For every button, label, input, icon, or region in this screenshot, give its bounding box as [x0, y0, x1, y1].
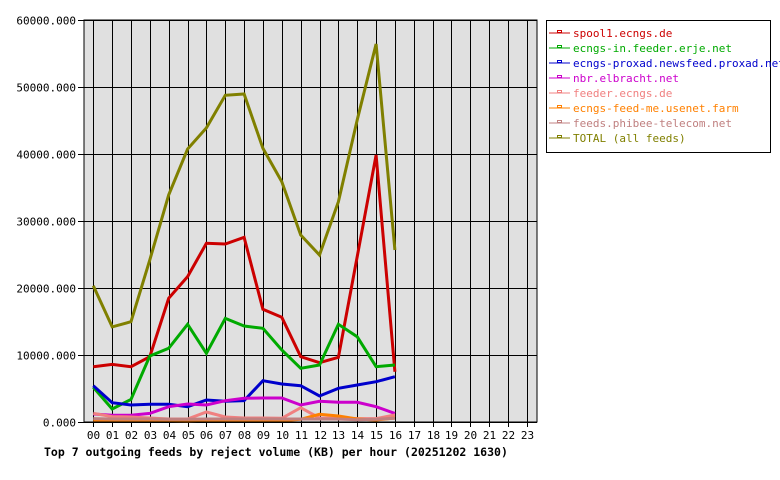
- series-line: [93, 154, 397, 372]
- chart-title: Top 7 outgoing feeds by reject volume (K…: [44, 445, 508, 459]
- legend: spool1.ecngs.de ecngs-in.feeder.erje.net e…: [546, 20, 780, 153]
- y-tick-label: 10000.000: [16, 350, 76, 363]
- x-tick-label: 16: [389, 429, 402, 442]
- legend-box: [546, 20, 771, 153]
- x-tick-label: 07: [219, 429, 232, 442]
- x-tick-label: 19: [445, 429, 458, 442]
- x-tick-label: 10: [276, 429, 289, 442]
- legend-marker-icon: [557, 75, 562, 78]
- x-tick-label: 17: [408, 429, 421, 442]
- x-tick-label: 22: [502, 429, 515, 442]
- legend-label: nbr.elbracht.net: [573, 72, 679, 85]
- x-tick-label: 12: [314, 429, 327, 442]
- y-tick-label: 60000.000: [16, 15, 76, 28]
- legend-label: ecngs-in.feeder.erje.net: [573, 42, 732, 55]
- legend-marker-icon: [557, 105, 562, 108]
- x-axis-ticks: 00 01 02 03 04 05 06 07 08 09 10 11 12 13 14 15 16 17 18 19…: [87, 429, 534, 442]
- x-tick-label: 15: [370, 429, 383, 442]
- x-tick-label: 04: [163, 429, 177, 442]
- x-tick-label: 08: [238, 429, 251, 442]
- series-line: [93, 396, 396, 417]
- x-tick-label: 02: [125, 429, 138, 442]
- x-tick-label: 20: [464, 429, 477, 442]
- x-tick-label: 13: [332, 429, 345, 442]
- x-tick-label: 18: [427, 429, 440, 442]
- legend-marker-icon: [557, 60, 562, 63]
- x-tick-label: 00: [87, 429, 100, 442]
- series-line: [92, 316, 396, 411]
- x-tick-label: 06: [200, 429, 213, 442]
- legend-label: ecngs-proxad.newsfeed.proxad.net: [573, 57, 780, 70]
- legend-label: feeder.ecngs.de: [573, 87, 672, 100]
- x-tick-label: 05: [182, 429, 195, 442]
- legend-marker-icon: [557, 30, 562, 33]
- x-tick-label: 01: [106, 429, 119, 442]
- legend-label: TOTAL (all feeds): [573, 132, 686, 145]
- series-line: [93, 416, 395, 422]
- series-line: [91, 43, 397, 329]
- series-lines: [91, 43, 397, 423]
- legend-marker-icon: [557, 120, 562, 123]
- legend-marker-icon: [557, 45, 562, 48]
- x-tick-label: 14: [351, 429, 365, 442]
- y-tick-label: 40000.000: [16, 149, 76, 162]
- legend-label: feeds.phibee-telecom.net: [573, 117, 732, 130]
- legend-marker-icon: [557, 135, 562, 138]
- x-tick-label: 23: [521, 429, 534, 442]
- plot-border: [83, 19, 538, 423]
- legend-label: ecngs-feed-me.usenet.farm: [573, 102, 739, 115]
- legend-marker-icon: [557, 90, 562, 93]
- legend-label: spool1.ecngs.de: [573, 27, 672, 40]
- grid-lines: [84, 20, 537, 427]
- y-tick-label: 50000.000: [16, 82, 76, 95]
- y-tick-label: 0.000: [43, 417, 76, 430]
- y-tick-label: 20000.000: [16, 283, 76, 296]
- x-tick-label: 03: [144, 429, 157, 442]
- x-tick-label: 09: [257, 429, 270, 442]
- x-tick-label: 21: [483, 429, 496, 442]
- x-tick-label: 11: [295, 429, 308, 442]
- y-tick-label: 30000.000: [16, 216, 76, 229]
- y-axis-ticks: 0.000 10000.000 20000.000 30000.000 40000.00…: [16, 15, 84, 430]
- series-line: [92, 375, 396, 409]
- series-line: [93, 412, 396, 423]
